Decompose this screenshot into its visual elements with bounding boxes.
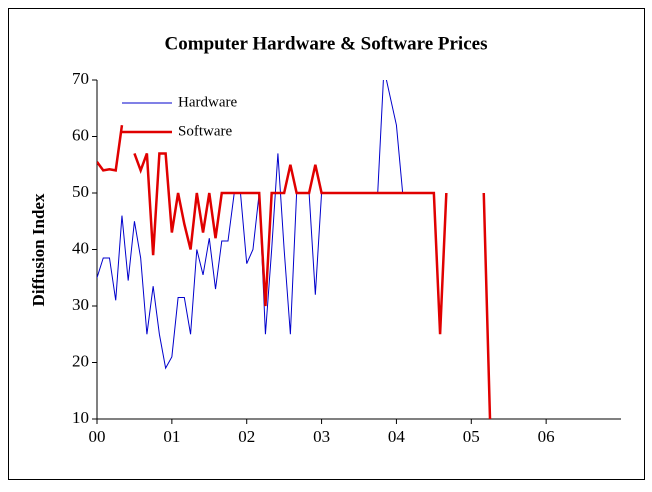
- x-tick-label: 05: [463, 427, 480, 446]
- y-tick-label: 60: [72, 125, 89, 144]
- x-tick-label: 01: [163, 427, 180, 446]
- x-tick-label: 03: [313, 427, 330, 446]
- y-tick-label: 70: [72, 69, 89, 88]
- y-tick-label: 20: [72, 351, 89, 370]
- y-tick-label: 30: [72, 295, 89, 314]
- x-tick-label: 02: [238, 427, 255, 446]
- legend-label: Software: [178, 123, 232, 139]
- x-tick-label: 06: [538, 427, 555, 446]
- y-tick-label: 50: [72, 182, 89, 201]
- x-tick-label: 04: [388, 427, 406, 446]
- legend-label: Hardware: [178, 94, 237, 110]
- line-series: [97, 125, 492, 419]
- y-axis-label: Diffusion Index: [29, 193, 48, 306]
- x-tick-label: 00: [89, 427, 106, 446]
- chart-frame: [8, 8, 645, 480]
- y-tick-label: 10: [72, 408, 89, 427]
- line-series: [97, 80, 404, 370]
- chart-title: Computer Hardware & Software Prices: [165, 33, 488, 54]
- y-tick-label: 40: [72, 238, 89, 257]
